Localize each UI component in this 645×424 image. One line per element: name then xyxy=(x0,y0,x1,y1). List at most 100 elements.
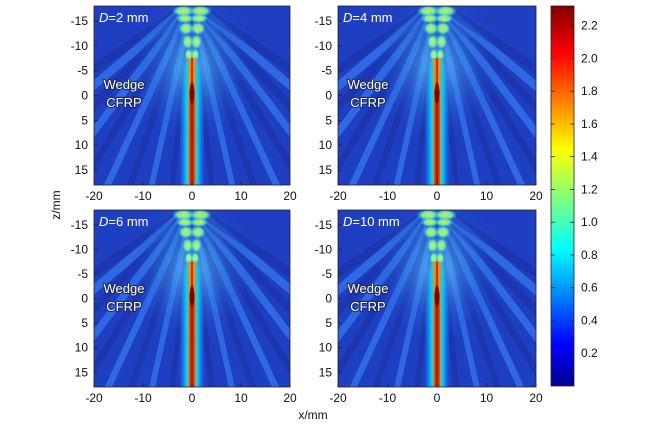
x-tick-label: 20 xyxy=(283,189,297,203)
y-tick-label: -15 xyxy=(71,14,89,28)
material-label-wedge: Wedge xyxy=(104,77,145,92)
colorbar-tick-label: 0.8 xyxy=(581,248,598,262)
y-tick-label: 5 xyxy=(325,316,332,330)
near-field-lobe xyxy=(177,21,195,36)
near-field-lobe xyxy=(189,13,209,24)
x-tick-label: -10 xyxy=(134,189,152,203)
near-field-lobe xyxy=(434,21,452,36)
panel-d-label: D=10 mm xyxy=(343,214,400,229)
x-tick-label: -10 xyxy=(379,391,397,405)
y-tick-label: -10 xyxy=(71,39,89,53)
y-tick-label: -15 xyxy=(315,218,333,232)
near-field-lobe xyxy=(422,225,440,240)
panel-2: -20 -10 0 10 20 -15 -10 -5 0 5 10 15 D=4 mm Wedge CFRP xyxy=(315,5,543,203)
y-tick-label: 15 xyxy=(75,163,89,177)
x-tick-label: 0 xyxy=(434,391,441,405)
x-tick-label: 10 xyxy=(234,189,248,203)
focal-core xyxy=(189,90,195,185)
x-tick-label: -20 xyxy=(329,189,347,203)
y-tick-label: 15 xyxy=(75,365,89,379)
y-tick-label: 5 xyxy=(81,316,88,330)
colorbar-tick-label: 1.4 xyxy=(581,150,598,164)
x-tick-label: 10 xyxy=(480,391,494,405)
colorbar-gradient xyxy=(550,5,575,387)
near-field-lobe xyxy=(435,48,445,62)
y-axis-label: z/mm xyxy=(49,190,63,219)
y-tick-label: -5 xyxy=(77,64,88,78)
colorbar-tick-label: 1.8 xyxy=(581,84,598,98)
colorbar-tick-label: 0.2 xyxy=(581,346,598,360)
y-tick-label: -10 xyxy=(315,242,333,256)
x-tick-label: 20 xyxy=(529,391,543,405)
material-label-cfrp: CFRP xyxy=(106,299,141,314)
near-field-lobe xyxy=(190,48,200,62)
y-tick-label: -15 xyxy=(315,14,333,28)
y-tick-label: 10 xyxy=(319,138,333,152)
y-tick-label: 10 xyxy=(319,341,333,355)
colorbar-tick-label: 2.0 xyxy=(581,51,598,65)
near-field-lobe xyxy=(190,237,203,254)
panel-d-label: D=6 mm xyxy=(99,214,148,229)
near-field-lobe xyxy=(426,33,439,50)
near-field-lobe xyxy=(181,237,194,254)
y-tick-label: 15 xyxy=(319,163,333,177)
heatmap-field xyxy=(94,6,290,185)
focal-core xyxy=(434,90,440,185)
panel-4: -20 -10 0 10 20 -15 -10 -5 0 5 10 15 D=10 mm Wedge CFR… xyxy=(315,209,543,405)
colorbar-ticks: 0.2 0.4 0.6 0.8 1.0 1.2 1.4 1.6 1.8 2.0 2.2 xyxy=(551,19,598,360)
near-field-lobe xyxy=(434,225,452,240)
near-field-lobe xyxy=(189,21,207,36)
near-field-lobe xyxy=(181,33,194,50)
near-field-lobe xyxy=(175,13,195,24)
colorbar-tick-label: 2.2 xyxy=(581,19,598,33)
x-tick-label: 10 xyxy=(234,391,248,405)
x-tick-label: -10 xyxy=(379,189,397,203)
heatmap-field xyxy=(338,210,536,387)
near-field-lobe xyxy=(420,217,440,228)
heatmap-field xyxy=(338,6,536,185)
near-field-lobe xyxy=(435,251,445,265)
material-label-wedge: Wedge xyxy=(348,77,389,92)
heatmap-field xyxy=(94,210,290,387)
colorbar-tick-label: 0.4 xyxy=(581,313,598,327)
near-field-lobe xyxy=(190,251,200,265)
y-tick-label: 5 xyxy=(325,113,332,127)
y-tick-label: -10 xyxy=(315,39,333,53)
y-tick-label: 10 xyxy=(75,138,89,152)
colorbar-tick-label: 1.6 xyxy=(581,117,598,131)
x-tick-label: -20 xyxy=(85,189,103,203)
focal-core xyxy=(434,293,440,387)
y-tick-label: 10 xyxy=(75,341,89,355)
near-field-lobe xyxy=(420,13,440,24)
near-field-lobe xyxy=(426,237,439,254)
y-tick-label: 0 xyxy=(325,292,332,306)
x-axis-label: x/mm xyxy=(298,408,327,422)
near-field-lobe xyxy=(189,225,207,240)
panel-d-label: D=4 mm xyxy=(343,10,392,25)
y-tick-label: -5 xyxy=(321,267,332,281)
peak-spot xyxy=(189,285,195,307)
x-tick-label: 10 xyxy=(480,189,494,203)
y-tick-label: 0 xyxy=(325,89,332,103)
colorbar-tick-label: 0.6 xyxy=(581,281,598,295)
x-tick-label: 20 xyxy=(283,391,297,405)
panel-d-label: D=2 mm xyxy=(99,10,148,25)
near-field-lobe xyxy=(184,251,194,265)
y-tick-label: -10 xyxy=(71,242,89,256)
colorbar: 0.2 0.4 0.6 0.8 1.0 1.2 1.4 1.6 1.8 2.0 2.2 xyxy=(550,5,598,387)
peak-spot xyxy=(434,82,440,104)
focal-core xyxy=(189,293,195,387)
near-field-lobe xyxy=(184,48,194,62)
x-tick-label: 0 xyxy=(189,391,196,405)
x-tick-label: 0 xyxy=(189,189,196,203)
near-field-lobe xyxy=(190,33,203,50)
panel-1: -20 -10 0 10 20 -15 -10 -5 0 5 10 15 D=2 mm Wedge CFRP xyxy=(71,5,297,203)
x-tick-label: -20 xyxy=(85,391,103,405)
colorbar-tick-label: 1.2 xyxy=(581,182,598,196)
material-label-cfrp: CFRP xyxy=(106,95,141,110)
y-tick-label: -5 xyxy=(321,64,332,78)
near-field-lobe xyxy=(429,48,439,62)
y-tick-label: 5 xyxy=(81,113,88,127)
